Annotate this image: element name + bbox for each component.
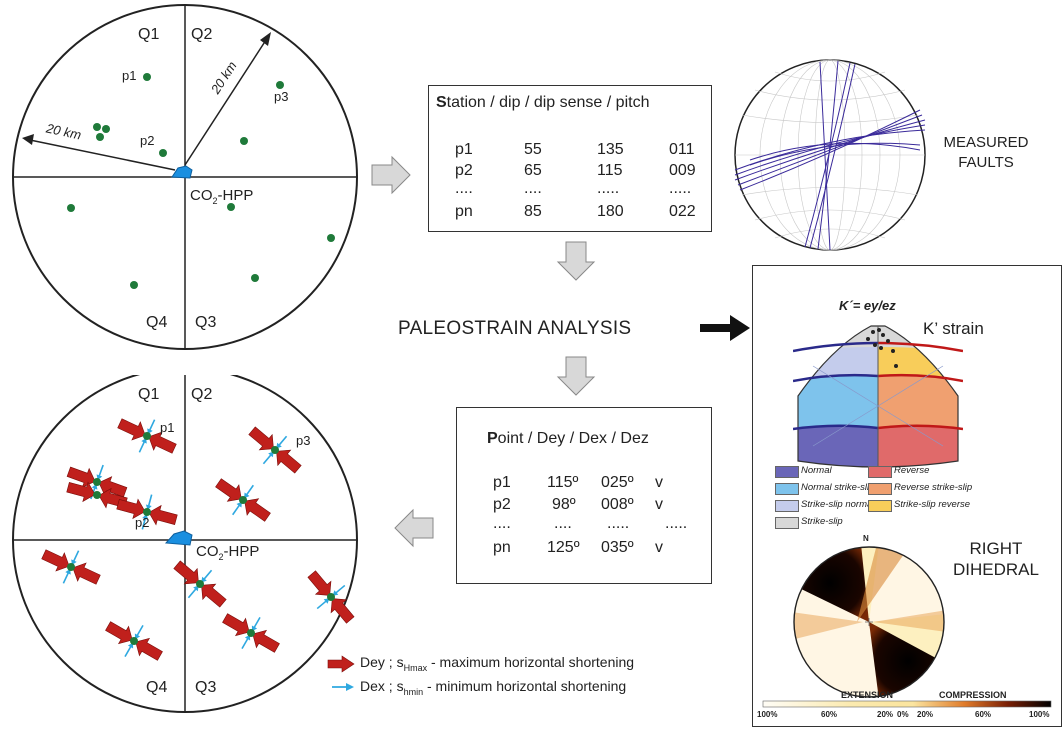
legend-swatch-strike-slip-reverse <box>868 500 892 512</box>
top-plant-label: CO2-HPP <box>190 187 253 206</box>
top-location-map <box>0 0 380 360</box>
legend-label-strike-slip: Strike-slip <box>801 516 843 527</box>
measured-faults-stereonet <box>730 55 930 255</box>
scale-tick: 20% <box>917 710 933 719</box>
top-p1-label: p1 <box>122 68 136 83</box>
legend-label-normal-strike-slip: Normal strike-slip <box>801 482 874 493</box>
bottom-q4-label: Q4 <box>146 679 167 697</box>
legend-swatch-strike-slip-normal <box>775 500 799 512</box>
legend-label-reverse-strike-slip: Reverse strike-slip <box>894 482 972 493</box>
right-dihedral-title: RIGHT DIHEDRAL <box>953 538 1039 580</box>
red-arrow-legend-icon <box>326 655 356 673</box>
legend-label-normal: Normal <box>801 465 832 476</box>
bottom-p1-label: p1 <box>160 420 174 435</box>
legend-swatch-normal <box>775 466 799 478</box>
scale-tick: 0% <box>897 710 909 719</box>
bottom-p2-label: p2 <box>135 515 149 530</box>
right-dihedral-stereonet <box>791 544 947 700</box>
north-label: N <box>863 534 869 543</box>
legend-swatch-reverse-strike-slip <box>868 483 892 495</box>
bottom-plant-label: CO2-HPP <box>196 543 259 562</box>
flow-arrow-left <box>393 508 435 548</box>
legend-swatch-normal-strike-slip <box>775 483 799 495</box>
flow-arrow-down-2 <box>556 355 596 397</box>
top-p3-label: p3 <box>274 89 288 104</box>
bottom-shortening-map <box>0 375 380 753</box>
bottom-q2-label: Q2 <box>191 386 212 404</box>
k-strain-diagram <box>793 321 963 476</box>
results-panel: K´= ey/ez K’ strain <box>752 265 1062 727</box>
blue-arrow-legend-icon <box>330 680 356 694</box>
top-p2-label: p2 <box>140 133 154 148</box>
legend-swatch-reverse <box>868 466 892 478</box>
black-arrow-to-panel <box>700 313 752 343</box>
scale-tick: 100% <box>1029 710 1049 719</box>
top-q3-label: Q3 <box>195 314 216 332</box>
scale-tick: 100% <box>757 710 777 719</box>
point-table-header: Point / Dey / Dex / Dez <box>487 430 649 448</box>
legend-label-reverse: Reverse <box>894 465 929 476</box>
legend-label-strike-slip-reverse: Strike-slip reverse <box>894 499 970 510</box>
flow-arrow-down-1 <box>556 240 596 282</box>
legend-label-strike-slip-normal: Strike-slip normal <box>801 499 874 510</box>
k-ratio-title: K´= ey/ez <box>839 298 896 313</box>
bottom-p3-label: p3 <box>296 433 310 448</box>
scale-tick: 20% <box>877 710 893 719</box>
flow-arrow-right <box>370 155 412 195</box>
top-q4-label: Q4 <box>146 314 167 332</box>
bottom-q1-label: Q1 <box>138 386 159 404</box>
blue-arrow-legend-text: Dex ; shmin - minimum horizontal shorten… <box>360 678 626 697</box>
measured-faults-label: MEASURED FAULTS <box>936 133 1036 173</box>
top-q1-label: Q1 <box>138 26 159 44</box>
legend-swatch-strike-slip <box>775 517 799 529</box>
paleostrain-analysis-title: PALEOSTRAIN ANALYSIS <box>398 318 631 340</box>
red-arrow-legend-text: Dey ; sHmax - maximum horizontal shorten… <box>360 654 634 673</box>
bottom-q3-label: Q3 <box>195 679 216 697</box>
station-table-header: Station / dip / dip sense / pitch <box>436 94 649 112</box>
scale-tick: 60% <box>821 710 837 719</box>
station-table: Station / dip / dip sense / pitch p1 55 … <box>428 85 712 232</box>
point-table: Point / Dey / Dex / Dez p1 115º 025º v p… <box>456 407 712 584</box>
top-q2-label: Q2 <box>191 26 212 44</box>
scale-tick: 60% <box>975 710 991 719</box>
